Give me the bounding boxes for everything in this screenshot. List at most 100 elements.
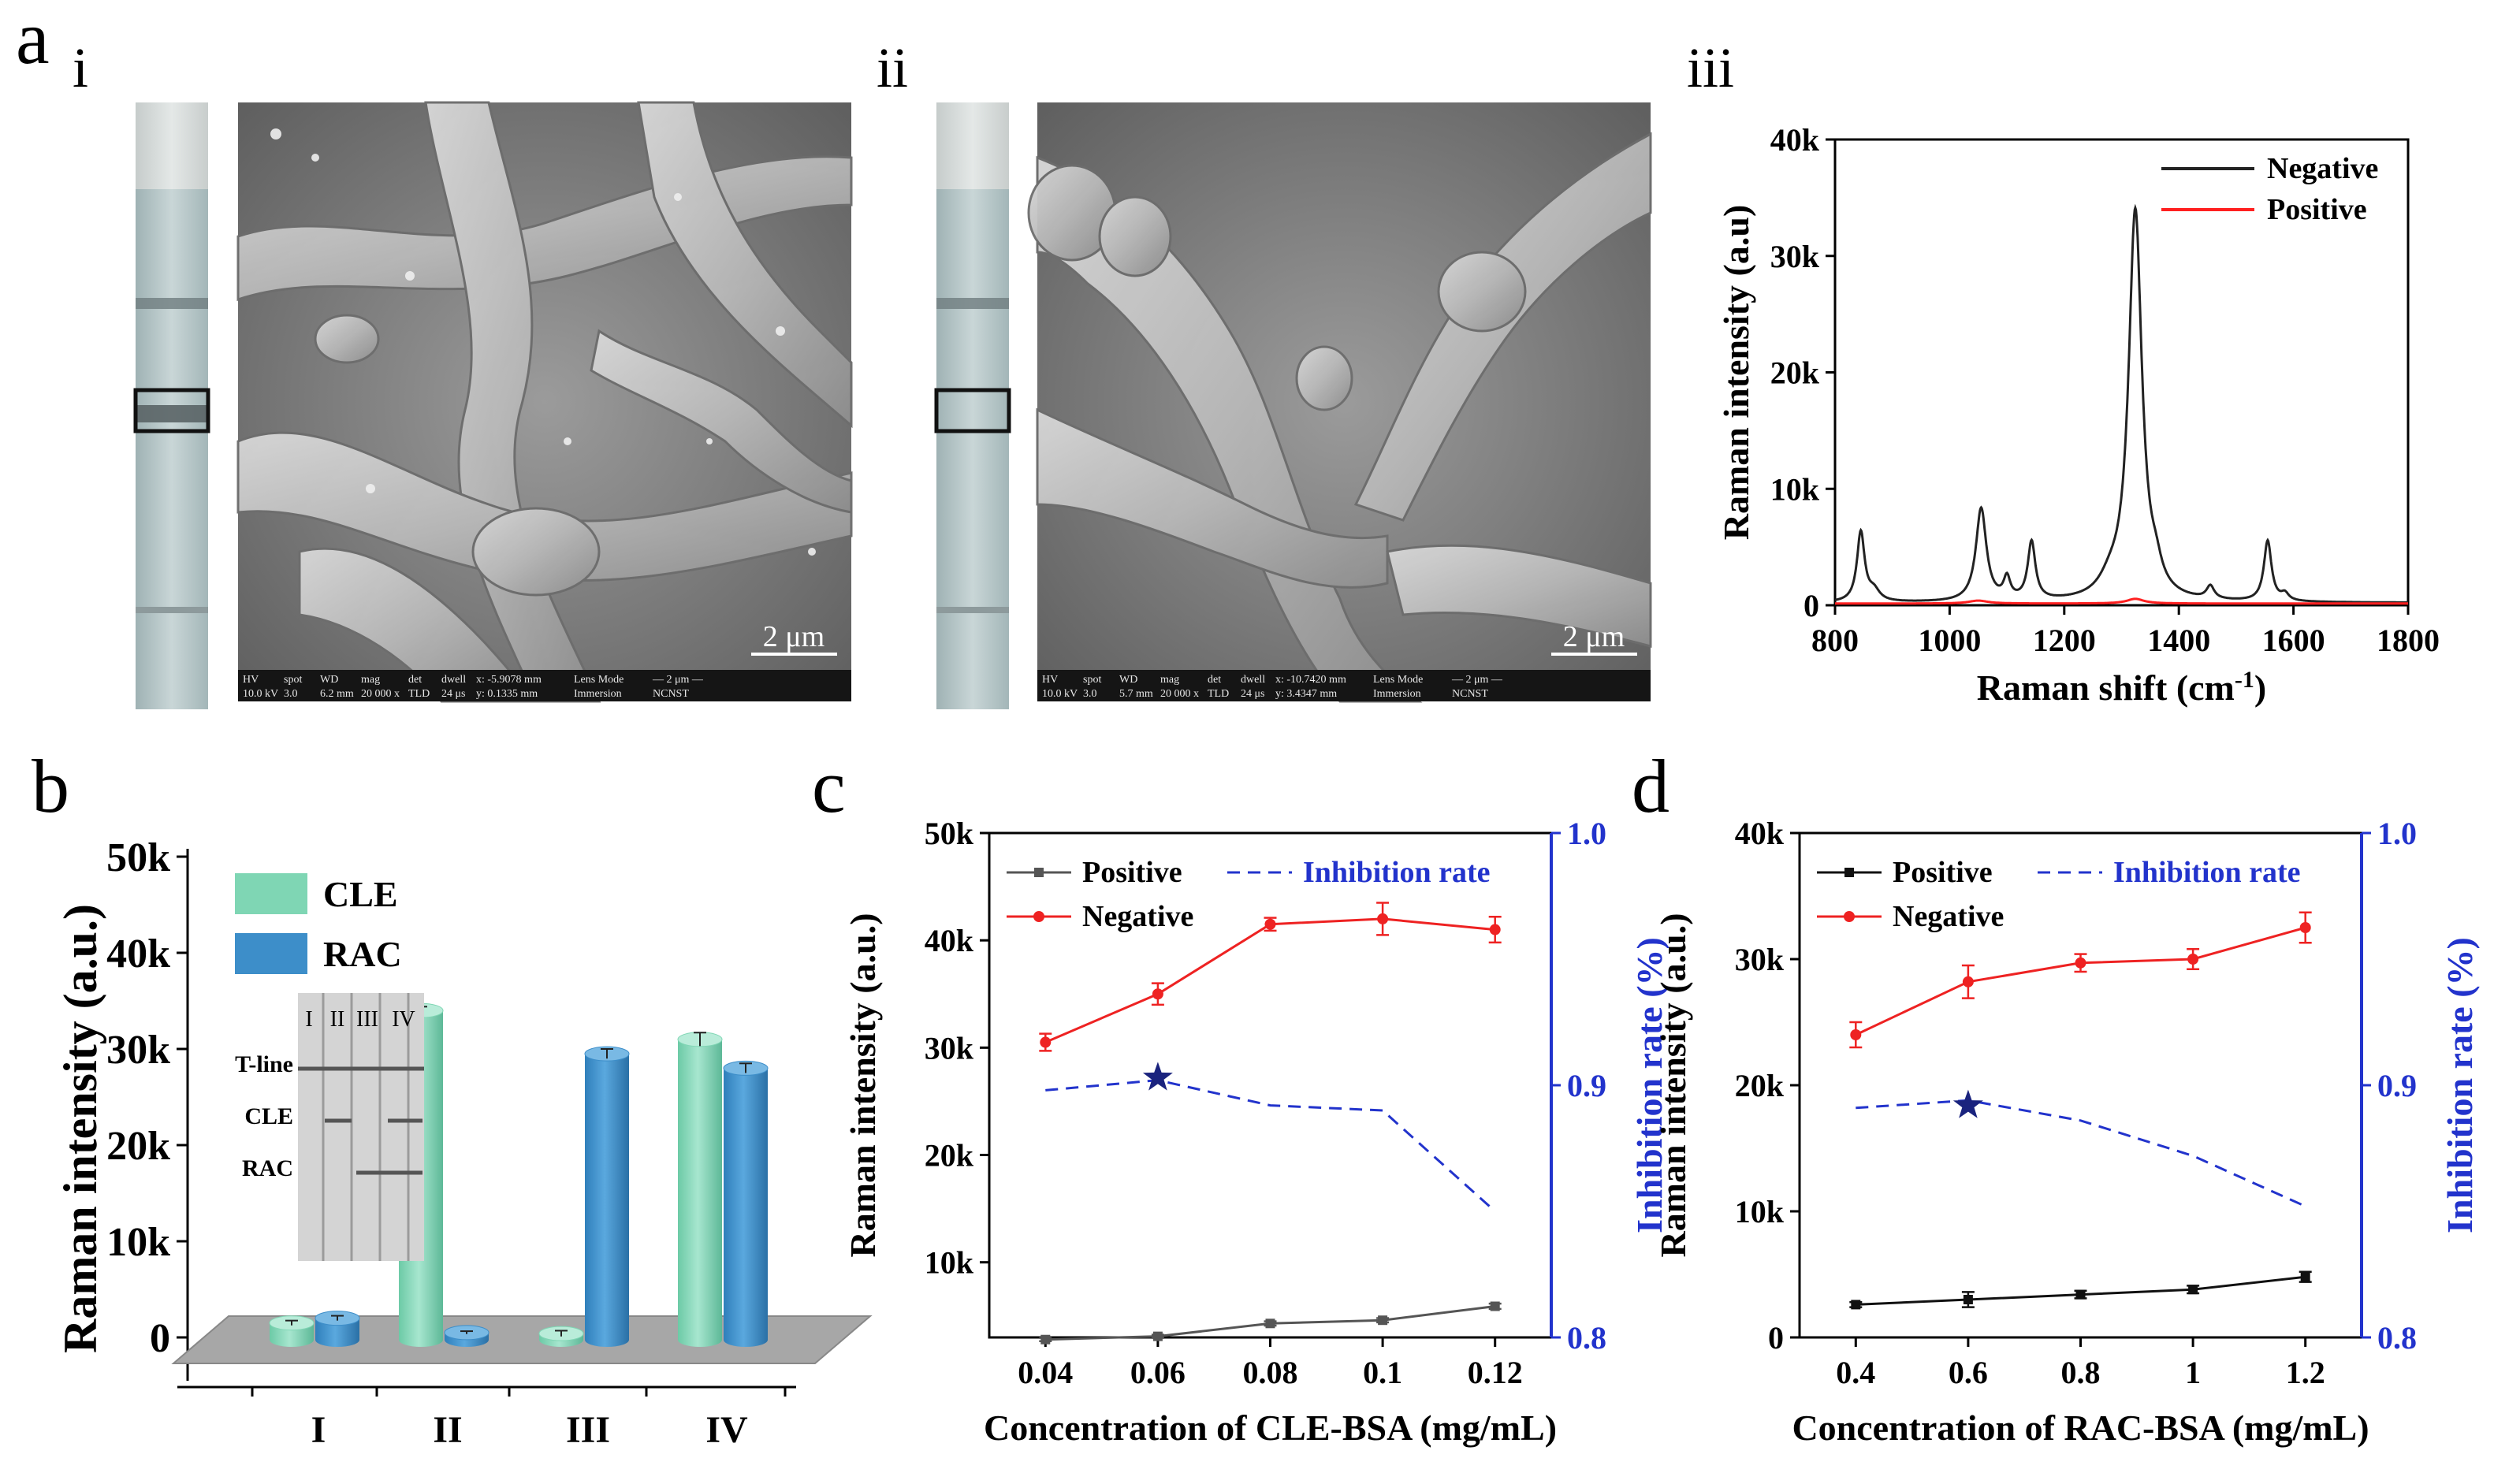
- sem-info-value: 5.7 mm: [1119, 688, 1153, 700]
- data-point-positive: [1040, 1334, 1051, 1345]
- inset-lane-label: II: [330, 1007, 345, 1032]
- data-point-negative: [1377, 913, 1389, 924]
- data-point-negative: [2075, 957, 2086, 969]
- sem-ii-scale-label: 2 μm: [1563, 620, 1625, 653]
- inset-band-label: CLE: [244, 1103, 293, 1129]
- y-tick-label: 20k: [1735, 1068, 1785, 1103]
- x-tick-label: 1.2: [2286, 1355, 2325, 1390]
- x-tick-label: 1200: [2033, 623, 2096, 658]
- x-tick-label: 0.1: [1363, 1355, 1402, 1390]
- sem-info-value: 20 000 x: [361, 688, 400, 700]
- y-tick-label: 40k: [106, 932, 170, 976]
- series-line-negative: [1855, 926, 2306, 1036]
- y-tick-label: 20k: [925, 1138, 974, 1173]
- data-point-positive: [1963, 1295, 1973, 1304]
- sem-info-value: 3.0: [1083, 688, 1097, 700]
- x-tick-label: 0.08: [1243, 1355, 1298, 1390]
- bar-rac-II: [444, 1325, 489, 1347]
- y-tick-label: 10k: [1770, 471, 1820, 507]
- x-tick-label: 1000: [1918, 623, 1981, 658]
- chart-c: 0.04 0.06 0.08 0.1 0.12 10k 20k 30k 40k 50k 0.8 0.9…: [843, 816, 1669, 1448]
- sem-info-value: y: 3.4347 mm: [1275, 688, 1337, 700]
- data-point-positive: [2300, 1272, 2310, 1282]
- x-tick-label: 1800: [2377, 623, 2440, 658]
- y-tick-label: 40k: [925, 923, 974, 958]
- legend-marker-negative: [1844, 911, 1855, 922]
- bar-body: [585, 1054, 629, 1347]
- sem-info-value: 20 000 x: [1160, 688, 1199, 700]
- series-line-negative: [1834, 203, 2408, 604]
- chart-a-iii: 800 1000 1200 1400 1600 1800 0 10k 20k 30k 40k Rama…: [1716, 122, 2440, 708]
- x-tick-label: 0.06: [1130, 1355, 1186, 1390]
- sem-i-scale-label: 2 μm: [763, 620, 825, 653]
- x-tick-label: 0.4: [1836, 1355, 1875, 1390]
- panel-a-sub-ii: ii: [877, 36, 908, 99]
- bar-cle-IV: [677, 1032, 723, 1347]
- x-axis-label-main: Raman shift (cm: [1977, 668, 2235, 708]
- bar-cle-I: [269, 1315, 315, 1347]
- legend-label-cle: CLE: [323, 874, 398, 914]
- data-point-negative: [1152, 988, 1163, 1000]
- x-axis-label: Raman shift (cm-1): [1977, 667, 2266, 709]
- legend-label-negative: Negative: [1082, 900, 1193, 933]
- bar-body: [724, 1068, 768, 1347]
- legend-label-rac: RAC: [323, 934, 402, 974]
- y-tick-label: 20k: [106, 1124, 170, 1169]
- inset-lane-label: IV: [392, 1007, 415, 1032]
- y-axis-label: Raman intensity (a.u.): [54, 904, 106, 1353]
- sem-info-value: 24 μs: [441, 688, 465, 700]
- sem-info-value: 3.0: [284, 688, 298, 700]
- y-tick-label: 0: [1803, 588, 1819, 623]
- sem-info-label: WD: [320, 674, 338, 686]
- x-tick-label: 0.8: [2061, 1355, 2101, 1390]
- y-right-tick-label: 0.8: [2377, 1320, 2417, 1356]
- x-tick-label: III: [566, 1409, 610, 1451]
- bar-body: [315, 1318, 359, 1347]
- inset-background: [298, 993, 424, 1261]
- sem-info-value: 24 μs: [1241, 688, 1264, 700]
- y-tick-label: 0: [1768, 1320, 1784, 1356]
- y-tick-label: 0: [150, 1316, 170, 1361]
- sem-info-label: mag: [361, 674, 380, 686]
- panel-a-sub-iii: iii: [1687, 36, 1734, 99]
- bar-rac-III: [584, 1046, 630, 1347]
- data-point-negative: [2299, 922, 2311, 933]
- panel-letter-b: b: [32, 744, 69, 828]
- chart-d: 0.4 0.6 0.8 1 1.2 0 10k 20k 30k 40k 0.8 0.9 1.0 Conce…: [1653, 816, 2480, 1448]
- y-tick-label: 30k: [106, 1028, 170, 1073]
- y-right-tick-label: 1.0: [2377, 816, 2417, 851]
- y-right-tick-label: 0.9: [2377, 1068, 2417, 1103]
- series-line-inhibition-rate: [1045, 1079, 1496, 1213]
- star-marker: [1952, 1089, 1983, 1118]
- panel-a-sub-i: i: [73, 36, 88, 99]
- data-point-negative: [2187, 954, 2199, 965]
- bar-cle-III: [538, 1326, 584, 1347]
- y-tick-label: 10k: [106, 1220, 170, 1265]
- sem-info-value: Immersion: [1373, 688, 1421, 700]
- panel-letter-a: a: [16, 0, 50, 80]
- bar-rac-I: [315, 1311, 360, 1347]
- data-point-positive: [1378, 1315, 1388, 1326]
- x-tick-label: 0.12: [1468, 1355, 1523, 1390]
- legend-label-inhibition: Inhibition rate: [1303, 856, 1491, 889]
- data-point-negative: [1040, 1036, 1052, 1048]
- y-right-tick-label: 1.0: [1567, 816, 1606, 851]
- x-tick-label: II: [433, 1409, 462, 1451]
- y-right-tick-label: 0.8: [1567, 1320, 1606, 1356]
- legend-label-positive: Positive: [2267, 193, 2367, 226]
- y-axis-label: Raman intensity (a.u): [1716, 205, 1756, 541]
- inset-band-label: T-line: [235, 1051, 293, 1077]
- data-point-positive: [1152, 1331, 1163, 1341]
- panel-letter-d: d: [1632, 744, 1669, 828]
- y-axis-label: Raman intensity (a.u.): [843, 913, 883, 1257]
- x-axis-label-end: ): [2254, 668, 2266, 708]
- x-tick-label: I: [311, 1409, 326, 1451]
- series-line-negative: [1044, 917, 1495, 1043]
- sem-info-label: dwell: [1241, 674, 1265, 686]
- sem-info-label: mag: [1160, 674, 1179, 686]
- sem-info-value: TLD: [1208, 688, 1229, 700]
- plot-frame: [988, 831, 1553, 1339]
